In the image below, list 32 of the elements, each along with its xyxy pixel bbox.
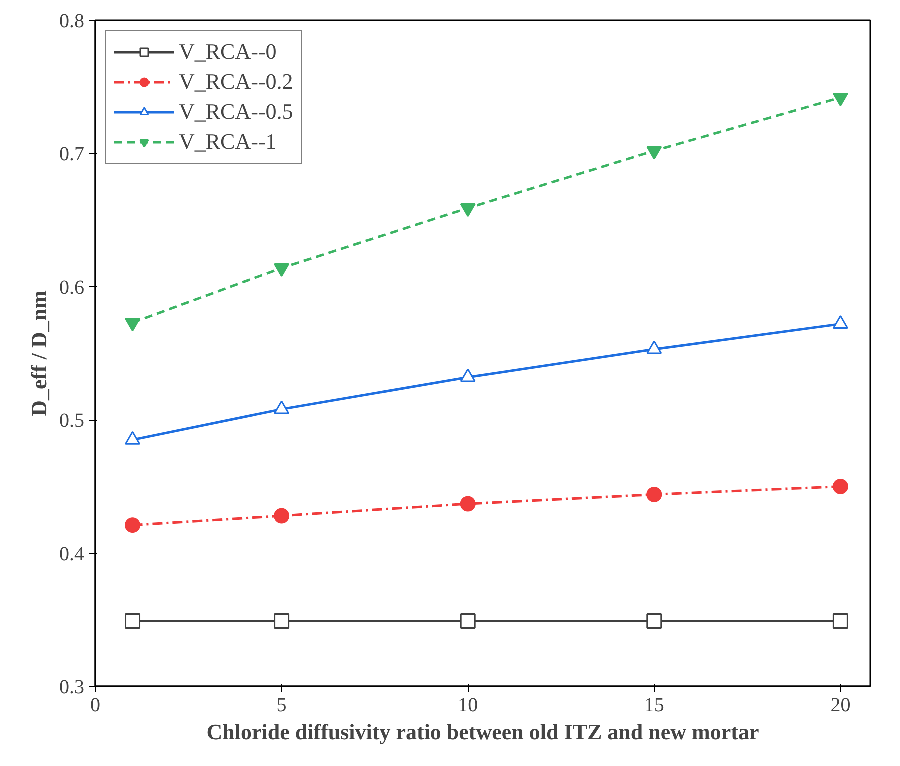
legend-label: V_RCA--0: [179, 39, 277, 65]
x-tick-label: 0: [90, 694, 100, 716]
point: [125, 318, 141, 332]
point: [460, 204, 476, 218]
point: [646, 613, 662, 629]
point: [646, 486, 662, 502]
point: [832, 613, 848, 629]
point: [274, 613, 290, 629]
y-tick-label: 0.6: [60, 276, 84, 299]
point: [125, 518, 141, 534]
point: [832, 478, 848, 494]
x-tick-label: 15: [644, 694, 664, 716]
x-tick-label: 5: [276, 694, 287, 716]
point: [274, 263, 290, 278]
y-tick-label: 0.5: [60, 410, 84, 432]
y-tick-label: 0.7: [60, 144, 84, 166]
y-tick-label: 0.8: [60, 10, 84, 32]
point: [460, 613, 476, 629]
point: [274, 508, 290, 524]
legend-label: V_RCA--1: [179, 129, 277, 155]
point: [832, 92, 848, 107]
x-tick-label: 20: [830, 694, 851, 716]
point: [646, 146, 662, 160]
point: [125, 613, 141, 629]
legend-label: V_RCA--0.2: [179, 69, 294, 95]
x-tick-label: 10: [458, 694, 478, 716]
point: [460, 496, 476, 512]
y-axis-title: D_eff / D_nm: [26, 290, 52, 416]
y-tick-label: 0.3: [60, 676, 84, 698]
x-axis-title: Chloride diffusivity ratio between old ITZ and new mortar: [206, 720, 760, 744]
y-tick-label: 0.4: [60, 543, 84, 566]
legend-label: V_RCA--0.5: [179, 99, 294, 125]
